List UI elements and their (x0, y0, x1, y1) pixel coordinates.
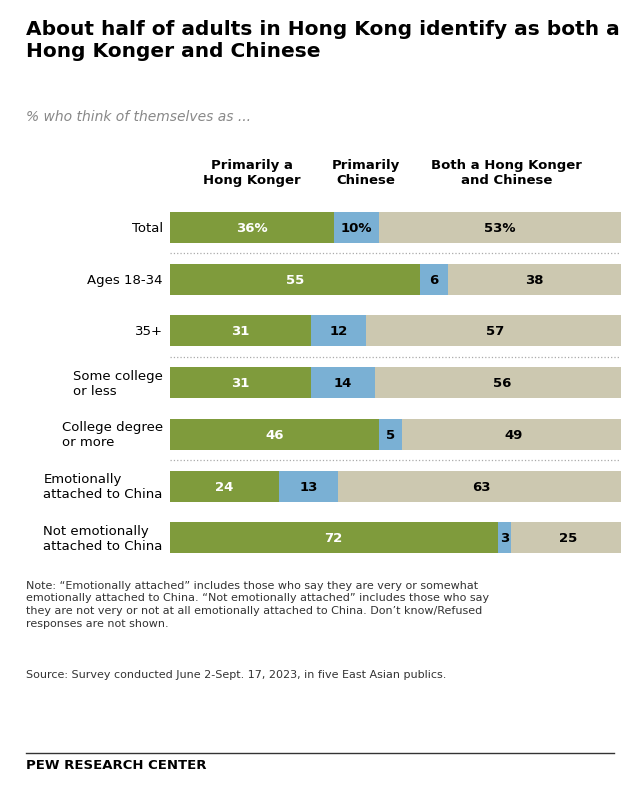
Text: PEW RESEARCH CENTER: PEW RESEARCH CENTER (26, 758, 206, 771)
Text: 63: 63 (472, 480, 491, 493)
Text: 31: 31 (231, 325, 250, 338)
Text: 31: 31 (231, 376, 250, 390)
Bar (338, 471, 625, 502)
Text: Source: Survey conducted June 2-Sept. 17, 2023, in five East Asian publics.: Source: Survey conducted June 2-Sept. 17… (26, 669, 446, 679)
Bar (374, 367, 630, 399)
Text: 25: 25 (559, 532, 577, 545)
Bar (380, 419, 402, 450)
Text: 10%: 10% (340, 221, 372, 234)
Text: Not emotionally
attached to China: Not emotionally attached to China (44, 524, 163, 552)
Text: 53%: 53% (484, 221, 516, 234)
Text: 49: 49 (504, 428, 523, 441)
Text: 6: 6 (429, 273, 438, 286)
Bar (170, 212, 333, 244)
Text: Total: Total (132, 221, 163, 234)
Bar (380, 212, 621, 244)
Bar (447, 264, 621, 295)
Bar (170, 471, 279, 502)
Bar (311, 316, 365, 347)
Text: Emotionally
attached to China: Emotionally attached to China (44, 473, 163, 500)
Bar (498, 522, 511, 554)
Text: 3: 3 (500, 532, 509, 545)
Text: 36%: 36% (236, 221, 268, 234)
Bar (170, 367, 311, 399)
Text: Both a Hong Konger
and Chinese: Both a Hong Konger and Chinese (431, 159, 582, 187)
Text: Some college
or less: Some college or less (73, 369, 163, 397)
Bar (170, 522, 498, 554)
Text: 56: 56 (493, 376, 511, 390)
Text: 12: 12 (329, 325, 348, 338)
Text: 46: 46 (265, 428, 284, 441)
Text: 72: 72 (324, 532, 343, 545)
Bar (170, 316, 311, 347)
Text: 14: 14 (333, 376, 352, 390)
Bar (279, 471, 338, 502)
Text: 24: 24 (215, 480, 234, 493)
Bar (170, 264, 420, 295)
Bar (511, 522, 625, 554)
Text: Primarily a
Hong Konger: Primarily a Hong Konger (203, 159, 300, 187)
Text: College degree
or more: College degree or more (61, 421, 163, 448)
Bar (402, 419, 625, 450)
Text: 38: 38 (525, 273, 543, 286)
Text: Primarily
Chinese: Primarily Chinese (332, 159, 400, 187)
Text: 35+: 35+ (135, 325, 163, 338)
Bar (170, 419, 380, 450)
Bar (365, 316, 625, 347)
Text: About half of adults in Hong Kong identify as both a
Hong Konger and Chinese: About half of adults in Hong Kong identi… (26, 20, 620, 61)
Text: 57: 57 (486, 325, 504, 338)
Bar (311, 367, 374, 399)
Text: 13: 13 (300, 480, 318, 493)
Bar (420, 264, 447, 295)
Text: Note: “Emotionally attached” includes those who say they are very or somewhat
em: Note: “Emotionally attached” includes th… (26, 580, 489, 629)
Text: Ages 18-34: Ages 18-34 (87, 273, 163, 286)
Text: 55: 55 (286, 273, 304, 286)
Text: 5: 5 (386, 428, 396, 441)
Bar (333, 212, 380, 244)
Text: % who think of themselves as ...: % who think of themselves as ... (26, 109, 251, 123)
